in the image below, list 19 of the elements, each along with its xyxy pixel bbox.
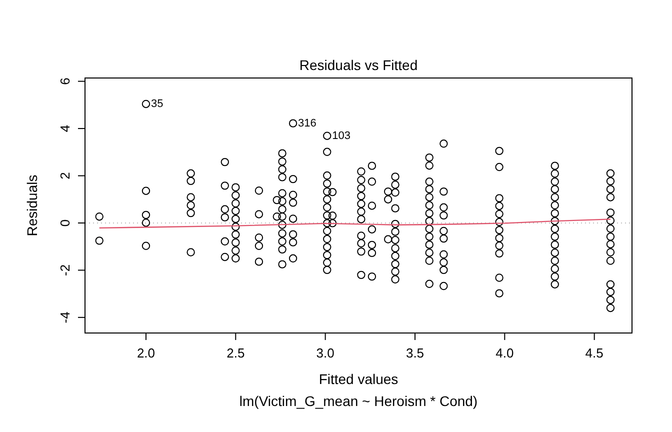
text: lm(Victim_G_mean ~ Heroism * Cond) [239,393,478,409]
x-tick-label: 2.5 [226,345,245,360]
x-tick-label: 3.0 [316,345,334,360]
y-tick-label: 0 [58,219,72,227]
x-tick-label: 3.5 [406,345,424,360]
y-tick-label: -2 [58,264,72,276]
y-tick-label: -4 [58,312,72,324]
annotation: 35 [150,98,164,110]
y-tick-label: 4 [58,124,72,132]
x-axis-title: Fitted values [318,371,398,387]
y-tick-label: 6 [58,78,72,85]
x-tick-label: 2.0 [136,345,156,360]
x-tick-label: 4.0 [496,345,514,360]
annotation: 316 [298,117,316,130]
y-axis-title: Residuals [24,174,40,236]
chart-title: Residuals vs Fitted [299,57,418,73]
x-tick-label: 4.5 [585,345,604,360]
annotation: 103 [332,130,350,142]
y-tick-label: 2 [58,172,72,180]
